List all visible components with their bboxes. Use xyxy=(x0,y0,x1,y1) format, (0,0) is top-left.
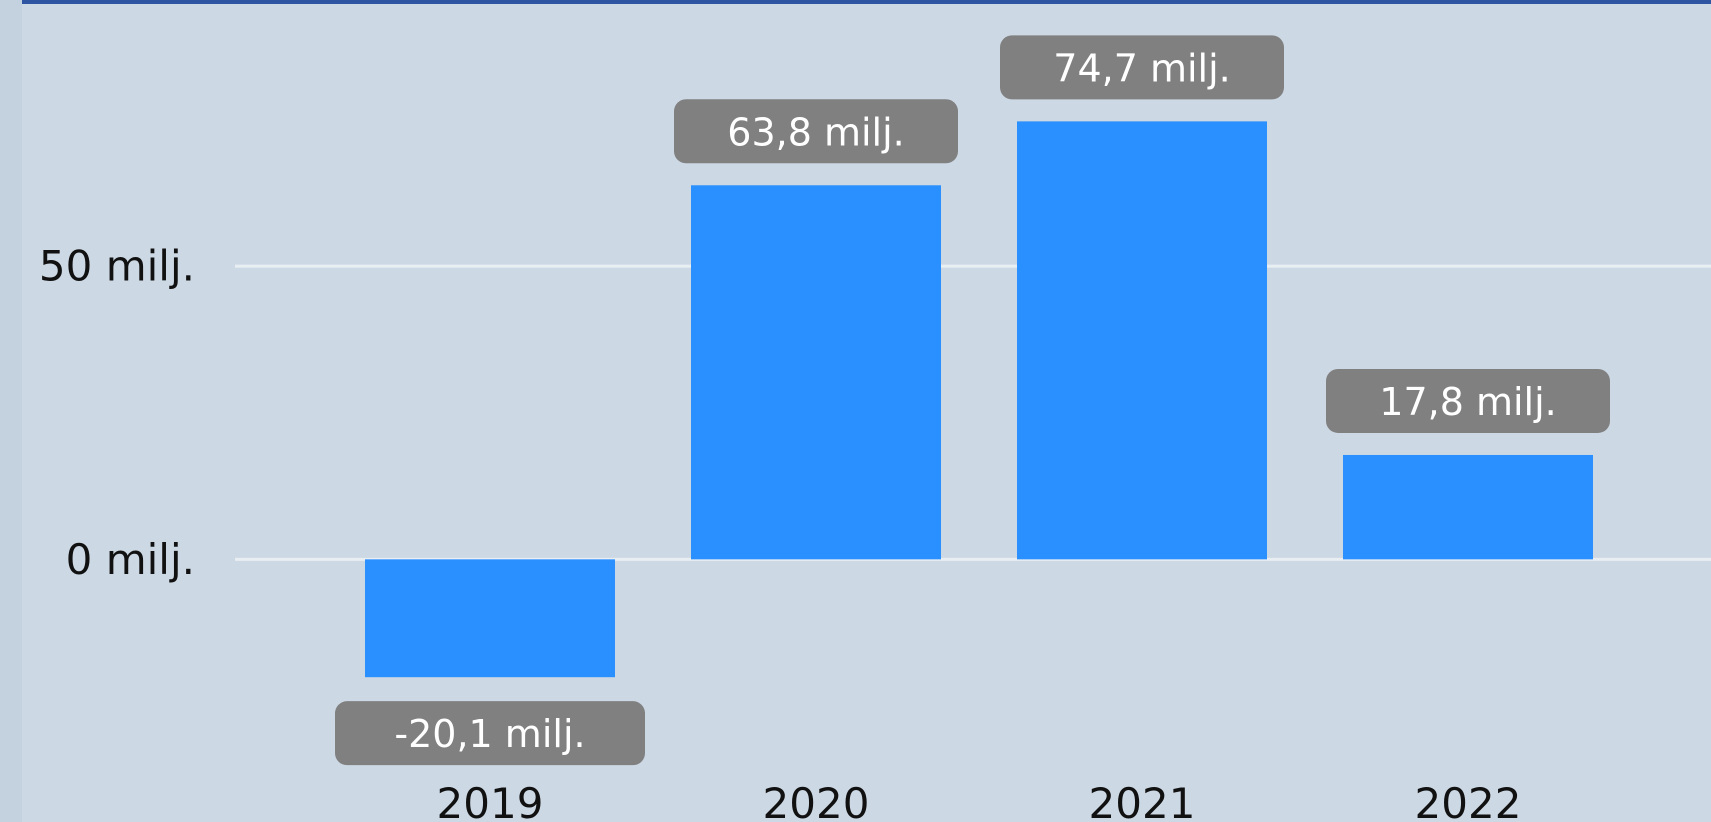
bar-2020 xyxy=(691,185,941,560)
x-axis-ticks: 2019 2020 2021 2022 xyxy=(437,779,1522,822)
data-label-box-2022 xyxy=(1326,368,1610,433)
x-tick-label-2019: 2019 xyxy=(437,779,544,822)
bar-2019 xyxy=(365,559,615,678)
x-tick-label-2020: 2020 xyxy=(763,779,870,822)
bar-2022 xyxy=(1343,454,1593,560)
data-label-2020: 63,8 milj. xyxy=(727,110,904,154)
data-label-2022: 17,8 milj. xyxy=(1379,380,1556,424)
x-tick-label-2022: 2022 xyxy=(1415,779,1522,822)
data-label-2021: 74,7 milj. xyxy=(1053,46,1230,90)
data-labels: -20,1 milj. 63,8 milj. 74,7 milj. 17,8 milj… xyxy=(335,35,1610,766)
y-axis-ticks: 0 milj. 50 milj. xyxy=(39,242,195,584)
y-tick-label: 0 milj. xyxy=(66,535,195,584)
data-label-box-2020 xyxy=(674,99,958,164)
bars xyxy=(365,121,1593,678)
data-label-box-2019 xyxy=(335,701,645,766)
data-label-box-2021 xyxy=(1000,35,1284,100)
x-tick-label-2021: 2021 xyxy=(1089,779,1196,822)
y-tick-label: 50 milj. xyxy=(39,242,195,291)
data-label-2019: -20,1 milj. xyxy=(394,712,585,756)
left-panel-edge xyxy=(0,0,22,822)
top-accent-bar xyxy=(0,0,1711,4)
bar-2021 xyxy=(1017,121,1267,560)
